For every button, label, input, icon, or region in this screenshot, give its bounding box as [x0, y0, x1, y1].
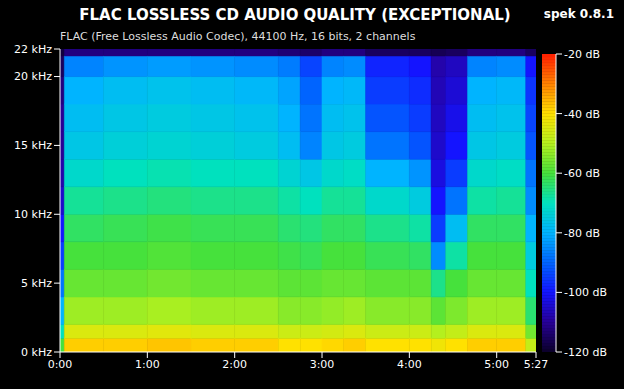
svg-text:-20 dB: -20 dB	[564, 48, 600, 61]
svg-text:20 kHz: 20 kHz	[14, 70, 52, 83]
html-text:spek 0.8.1: spek 0.8.1	[543, 7, 614, 21]
svg-text:-60 dB: -60 dB	[564, 167, 600, 180]
svg-text:5 kHz: 5 kHz	[21, 277, 52, 290]
svg-text:5:00: 5:00	[484, 358, 509, 371]
svg-text:-80 dB: -80 dB	[564, 227, 600, 240]
svg-text:-100 dB: -100 dB	[564, 286, 607, 299]
svg-text:0 kHz: 0 kHz	[21, 346, 52, 359]
svg-text:-40 dB: -40 dB	[564, 108, 600, 121]
svg-text:2:00: 2:00	[222, 358, 247, 371]
svg-text:22 kHz: 22 kHz	[14, 43, 52, 56]
svg-text:3:00: 3:00	[310, 358, 335, 371]
html-text:FLAC (Free Lossless Audio Code: FLAC (Free Lossless Audio Codec), 44100 …	[60, 30, 416, 43]
svg-text:0:00: 0:00	[48, 358, 73, 371]
svg-text:1:00: 1:00	[135, 358, 160, 371]
svg-text:4:00: 4:00	[397, 358, 422, 371]
html-text:FLAC LOSSLESS CD AUDIO QUALITY: FLAC LOSSLESS CD AUDIO QUALITY (EXCEPTIO…	[79, 6, 511, 24]
svg-text:-120 dB: -120 dB	[564, 346, 607, 359]
svg-text:10 kHz: 10 kHz	[14, 208, 52, 221]
svg-text:5:27: 5:27	[524, 358, 549, 371]
svg-text:15 kHz: 15 kHz	[14, 139, 52, 152]
